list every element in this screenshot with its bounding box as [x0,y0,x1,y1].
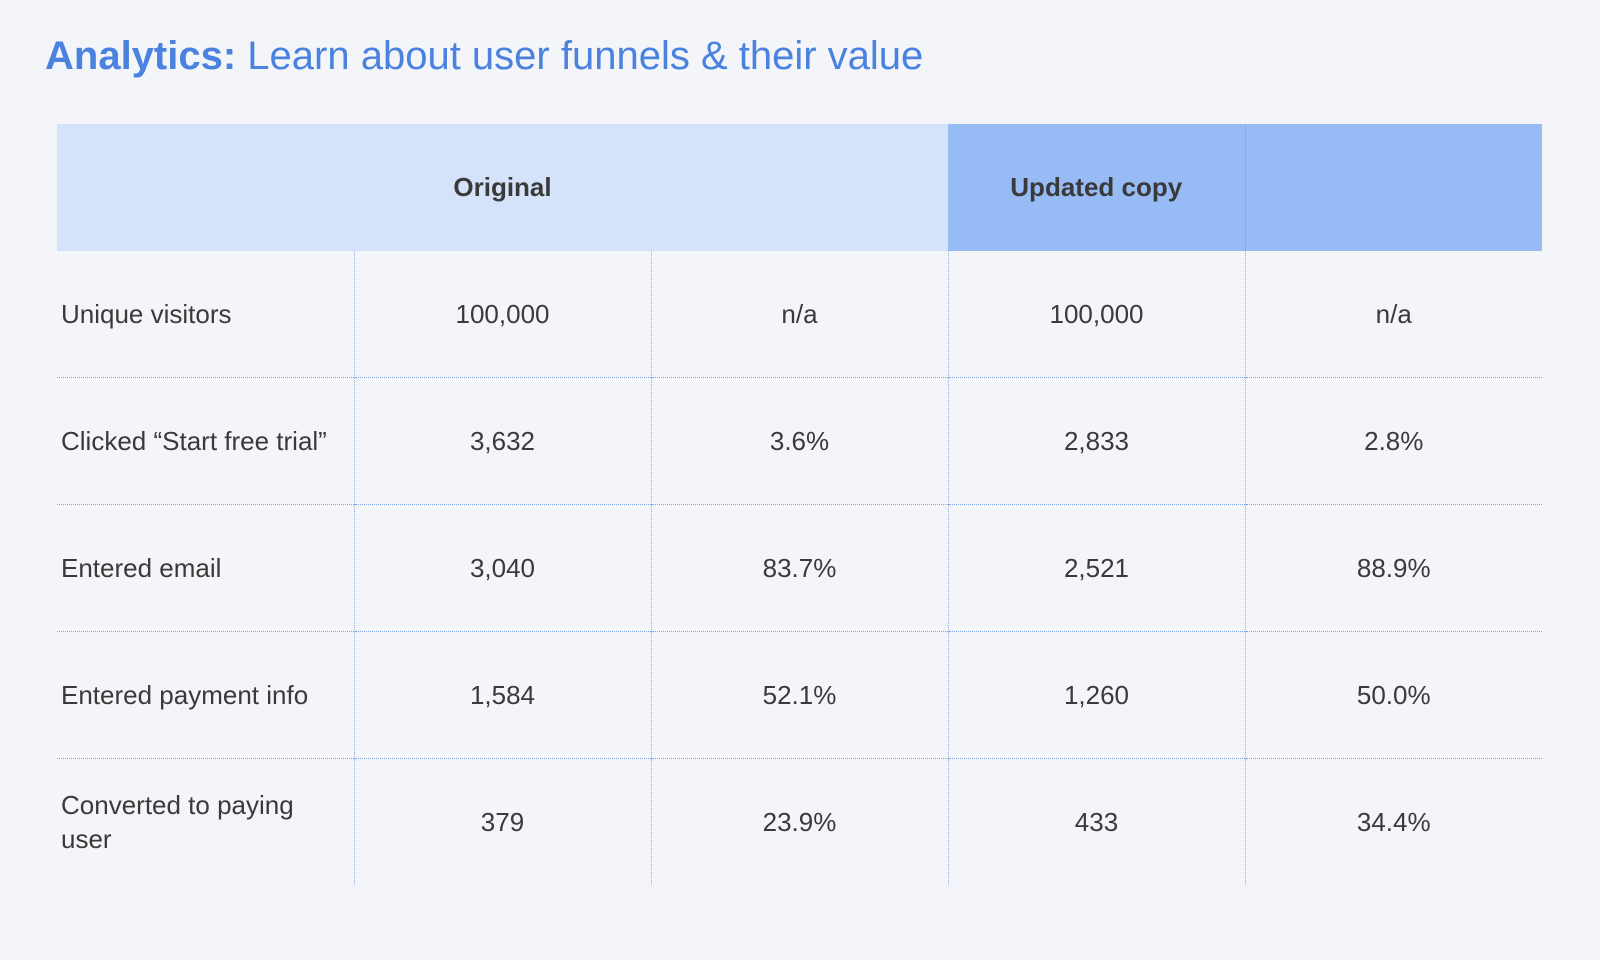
header-original: Original [57,124,948,251]
updated-rate-cell: 50.0% [1244,631,1542,759]
original-rate-cell: 23.9% [650,758,948,885]
updated-count-cell: 2,833 [947,377,1245,505]
original-count-cell: 379 [353,758,651,885]
table-row: Entered payment info 1,584 52.1% 1,260 5… [57,631,1542,759]
table-row: Clicked “Start free trial” 3,632 3.6% 2,… [57,377,1542,505]
updated-count-cell: 2,521 [947,504,1245,632]
row-label: Entered email [57,504,354,632]
original-rate-cell: n/a [650,251,948,378]
updated-count-cell: 100,000 [947,251,1245,378]
row-label: Unique visitors [61,299,232,329]
original-count-cell: 3,040 [353,504,651,632]
row-label: Clicked “Start free trial” [57,377,354,505]
updated-rate-cell: 2.8% [1244,377,1542,505]
page-title-prefix: Analytics: [45,34,237,78]
updated-rate-cell: n/a [1244,251,1542,378]
original-count-cell: 1,584 [353,631,651,759]
table-row: Entered email 3,040 83.7% 2,521 88.9% [57,504,1542,632]
table-row: Converted to paying user 379 23.9% 433 3… [57,758,1542,885]
updated-count-cell: 433 [947,758,1245,885]
original-count-cell: 100,000 [353,251,651,378]
row-label: Entered payment info [57,631,354,759]
row-label: Converted to paying user [57,758,354,885]
header-updated-copy: Updated copy [948,124,1245,251]
original-rate-cell: 83.7% [650,504,948,632]
header-updated-blank [1244,124,1542,251]
original-count-cell: 3,632 [353,377,651,505]
updated-rate-cell: 34.4% [1244,758,1542,885]
updated-count-cell: 1,260 [947,631,1245,759]
original-rate-cell: 52.1% [650,631,948,759]
page-title: Analytics: Learn about user funnels & th… [45,30,923,82]
table-row: Unique visitors 100,000 n/a 100,000 n/a [57,251,1542,378]
funnel-table: Original Updated copy Unique visitors 10… [57,124,1542,885]
table-header-row: Original Updated copy [57,124,1542,251]
page-title-text: Learn about user funnels & their value [236,34,924,78]
updated-rate-cell: 88.9% [1244,504,1542,632]
original-rate-cell: 3.6% [650,377,948,505]
